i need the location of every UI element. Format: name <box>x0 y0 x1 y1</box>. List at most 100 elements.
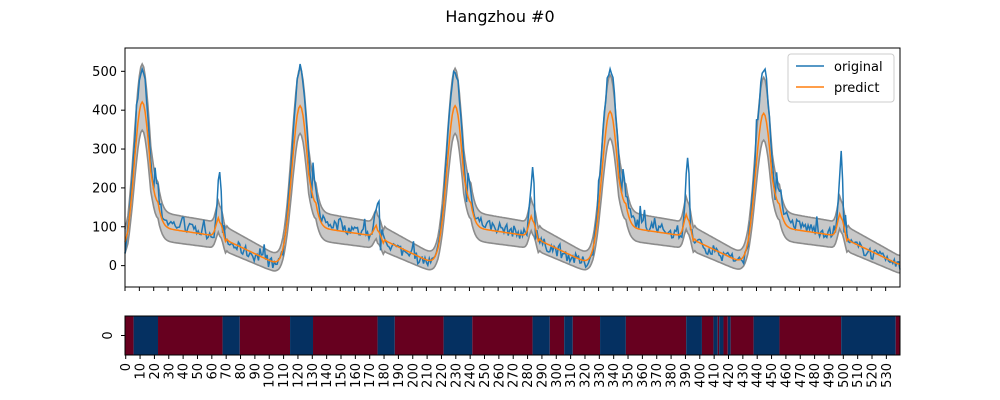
heatmap-x-tick-label: 220 <box>435 363 450 388</box>
prediction-band <box>124 62 901 274</box>
heatmap-cell-high <box>313 316 378 355</box>
band-lower-edge <box>124 128 901 274</box>
heatmap-x-tick-label: 70 <box>220 363 235 380</box>
heatmap-x-tick-label: 230 <box>449 363 464 388</box>
heatmap-cell-high <box>730 316 754 355</box>
heatmap-cell-high <box>394 316 444 355</box>
heatmap-cell-high <box>572 316 601 355</box>
y-tick-label: 200 <box>92 181 117 196</box>
heatmap-x-tick-label: 190 <box>392 363 407 388</box>
heatmap-x-tick-label: 450 <box>765 363 780 388</box>
heatmap-x-tick-label: 380 <box>665 363 680 388</box>
y-tick-label: 400 <box>92 104 117 119</box>
heatmap-x-tick-label: 160 <box>349 363 364 388</box>
heatmap-x-tick-label: 400 <box>693 363 708 388</box>
series-original-line <box>124 63 901 270</box>
heatmap-cell-low <box>222 316 240 355</box>
heatmap-x-tick-label: 180 <box>378 363 393 388</box>
heatmap-x-tick-label: 440 <box>751 363 766 388</box>
heatmap-x-tick-label: 280 <box>521 363 536 388</box>
heatmap-cell-high <box>717 316 720 355</box>
series-lines <box>124 63 901 270</box>
x-axis-ticks-top <box>124 287 887 291</box>
heatmap-x-tick-label: 200 <box>406 363 421 388</box>
heatmap-x-tick-label: 350 <box>622 363 637 388</box>
legend-original-label: original <box>834 60 883 75</box>
legend-predict-label: predict <box>834 81 879 96</box>
heatmap-cell-low <box>133 316 159 355</box>
heatmap-x-tick-label: 20 <box>148 363 163 380</box>
heatmap-cell-low <box>753 316 780 355</box>
heatmap-cell-high <box>779 316 842 355</box>
heatmap-x-tick-label: 390 <box>679 363 694 388</box>
heatmap-axes: 0 0 10 20 30 40 50 60 70 80 90 100 110 120 130 140 150 1… <box>101 315 901 388</box>
heatmap-x-tick-label: 470 <box>794 363 809 388</box>
heatmap-cell-high <box>158 316 223 355</box>
heatmap-cell-high <box>125 316 134 355</box>
heatmap-x-tick-label: 100 <box>263 363 278 388</box>
legend: original predict <box>787 53 895 103</box>
heatmap-cell-high <box>549 316 565 355</box>
heatmap-x-tick-label: 410 <box>708 363 723 388</box>
heatmap-cells <box>125 316 900 355</box>
heatmap-x-tick-label: 240 <box>464 363 479 388</box>
heatmap-x-tick-label: 360 <box>636 363 651 388</box>
heatmap-x-tick-label: 330 <box>593 363 608 388</box>
heatmap-x-tick-label: 250 <box>478 363 493 388</box>
y-tick-label: 500 <box>92 65 117 80</box>
heatmap-x-tick-label: 60 <box>205 363 220 380</box>
heatmap-x-tick-label: 490 <box>823 363 838 388</box>
heatmap-cell-high <box>701 316 714 355</box>
heatmap-y-tick-label: 0 <box>101 331 116 339</box>
heatmap-x-tick-label: 520 <box>866 363 881 388</box>
heatmap-x-tick-label: 0 <box>119 363 134 371</box>
heatmap-cell-low <box>719 316 724 355</box>
y-tick-label: 0 <box>109 259 117 274</box>
heatmap-cell-low <box>841 316 896 355</box>
heatmap-x-tick-label: 310 <box>564 363 579 388</box>
series-predict-line <box>124 100 901 266</box>
line-chart-axes: 0 100 200 300 400 500 original predict <box>92 47 901 291</box>
plot-frame <box>124 47 901 288</box>
heatmap-cell-low <box>564 316 573 355</box>
heatmap-x-tick-label: 480 <box>808 363 823 388</box>
heatmap-x-tick-label: 40 <box>177 363 192 380</box>
heatmap-cell-high <box>895 316 900 355</box>
heatmap-cell-high <box>239 316 291 355</box>
heatmap-x-tick-label: 80 <box>234 363 249 380</box>
heatmap-cell-low <box>713 316 718 355</box>
heatmap-x-tick-label: 530 <box>880 363 895 388</box>
band-fill <box>125 64 900 273</box>
heatmap-x-tick-label: 10 <box>134 363 149 380</box>
heatmap-x-tick-label: 210 <box>421 363 436 388</box>
y-tick-label: 300 <box>92 143 117 158</box>
y-axis-ticks: 0 100 200 300 400 500 <box>92 65 125 274</box>
heatmap-x-tick-label: 340 <box>607 363 622 388</box>
heatmap-x-tick-label: 170 <box>363 363 378 388</box>
heatmap-x-tick-label: 140 <box>320 363 335 388</box>
heatmap-x-tick-label: 90 <box>248 363 263 380</box>
heatmap-cell-low <box>377 316 395 355</box>
heatmap-x-tick-label: 130 <box>306 363 321 388</box>
heatmap-x-tick-label: 430 <box>736 363 751 388</box>
heatmap-x-tick-label: 420 <box>722 363 737 388</box>
heatmap-cell-low <box>443 316 473 355</box>
heatmap-cell-high <box>625 316 687 355</box>
heatmap-cell-low <box>686 316 702 355</box>
heatmap-x-tick-label: 500 <box>837 363 852 388</box>
chart-title: Hangzhou #0 <box>445 7 554 26</box>
heatmap-cell-low <box>532 316 550 355</box>
heatmap-x-tick-label: 110 <box>277 363 292 388</box>
heatmap-x-ticks: 0 10 20 30 40 50 60 70 80 90 100 110 120 130 140 150 160… <box>119 355 895 388</box>
heatmap-x-tick-label: 50 <box>191 363 206 380</box>
heatmap-x-tick-label: 120 <box>291 363 306 388</box>
heatmap-cell-high <box>723 316 728 355</box>
heatmap-x-tick-label: 290 <box>535 363 550 388</box>
heatmap-x-tick-label: 510 <box>851 363 866 388</box>
heatmap-cell-low <box>727 316 731 355</box>
y-tick-label: 100 <box>92 220 117 235</box>
heatmap-x-tick-label: 370 <box>650 363 665 388</box>
heatmap-x-tick-label: 300 <box>550 363 565 388</box>
heatmap-x-tick-label: 320 <box>579 363 594 388</box>
